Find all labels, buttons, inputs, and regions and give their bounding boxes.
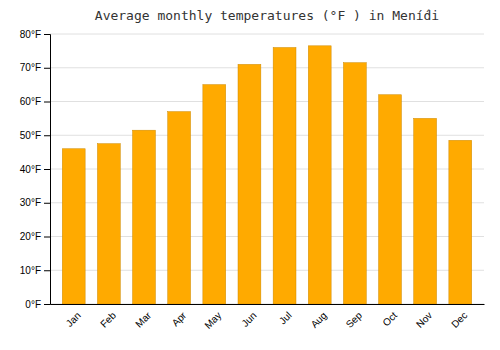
y-tick: 10°F <box>20 265 50 276</box>
y-tick: 70°F <box>20 62 50 73</box>
y-tick-label: 0°F <box>25 299 41 310</box>
y-tick-label: 30°F <box>20 197 41 208</box>
y-tick-mark <box>44 68 50 69</box>
x-tick: Mar <box>133 309 153 329</box>
y-tick-mark <box>44 135 50 136</box>
y-tick-label: 60°F <box>20 96 41 107</box>
x-tick: Feb <box>98 309 118 329</box>
x-tick: May <box>202 310 223 331</box>
grid-line <box>50 101 484 102</box>
x-tick: Sep <box>344 309 365 330</box>
title: Average monthly temperatures (°F ) in Me… <box>95 8 439 23</box>
y-tick-mark <box>44 203 50 204</box>
x-tick-label: May <box>202 310 223 331</box>
x-tick-label: Nov <box>414 310 434 330</box>
y-tick-mark <box>44 169 50 170</box>
grid <box>50 34 484 304</box>
x-tick-label: Dec <box>449 310 469 330</box>
y-tick: 0°F <box>25 299 50 310</box>
y-tick: 80°F <box>20 29 50 40</box>
x-tick-label: Jan <box>64 310 83 329</box>
y-tick: 40°F <box>20 164 50 175</box>
x-tick-label: Aug <box>309 310 329 330</box>
y-tick-mark <box>44 270 50 271</box>
grid-line <box>50 67 484 68</box>
y-tick-mark <box>44 237 50 238</box>
x-tick-label: Apr <box>170 309 189 328</box>
bar <box>62 149 85 304</box>
x-axis-line <box>51 304 485 305</box>
y-tick: 30°F <box>20 197 50 208</box>
x-tick: Jun <box>239 310 258 329</box>
y-tick: 20°F <box>20 231 50 242</box>
x-tick: Oct <box>380 310 399 329</box>
x-tick: Aug <box>309 310 329 330</box>
x-tick-label: Mar <box>133 309 153 329</box>
grid-line <box>50 34 484 35</box>
bars <box>62 46 471 304</box>
bar <box>203 85 226 304</box>
y-tick-label: 40°F <box>20 164 41 175</box>
x-tick-label: Jun <box>239 310 258 329</box>
y-tick: 60°F <box>20 96 50 107</box>
chart: 0°F 10°F 20°F 30°F 40°F 50°F 60°F 70°F 80°F Jan Fe… <box>0 0 500 350</box>
bar <box>133 130 156 304</box>
y-tick-label: 80°F <box>20 29 41 40</box>
x-tick: Jan <box>64 310 83 329</box>
y-axis-line <box>44 35 51 305</box>
bar <box>343 63 366 304</box>
y-tick-label: 50°F <box>20 130 41 141</box>
y-tick-label: 10°F <box>20 265 41 276</box>
x-tick: Apr <box>170 309 189 328</box>
y-tick-mark <box>44 304 50 305</box>
bar <box>168 112 191 304</box>
bar <box>379 95 402 304</box>
bar <box>414 118 437 304</box>
y-tick-label: 70°F <box>20 62 41 73</box>
x-axis: Jan Feb Mar Apr May Jun Jul Aug Sep Oct Nov Dec <box>51 305 485 331</box>
plot: 0°F 10°F 20°F 30°F 40°F 50°F 60°F 70°F 80°F Jan Fe… <box>20 29 485 331</box>
y-tick-label: 20°F <box>20 231 41 242</box>
x-tick: Jul <box>277 310 294 327</box>
x-tick-label: Oct <box>380 310 399 329</box>
bar <box>449 140 472 304</box>
x-tick: Nov <box>414 310 434 330</box>
x-tick-label: Feb <box>98 309 118 329</box>
bar <box>308 46 331 304</box>
x-tick-label: Sep <box>344 309 365 330</box>
y-axis: 0°F 10°F 20°F 30°F 40°F 50°F 60°F 70°F 80°F <box>20 29 51 310</box>
x-tick-label: Jul <box>277 310 294 327</box>
bar <box>273 48 296 305</box>
x-tick: Dec <box>449 310 469 330</box>
y-tick-mark <box>44 34 50 35</box>
y-tick-mark <box>44 102 50 103</box>
y-tick: 50°F <box>20 130 50 141</box>
bar <box>238 64 261 304</box>
bar <box>97 144 120 304</box>
